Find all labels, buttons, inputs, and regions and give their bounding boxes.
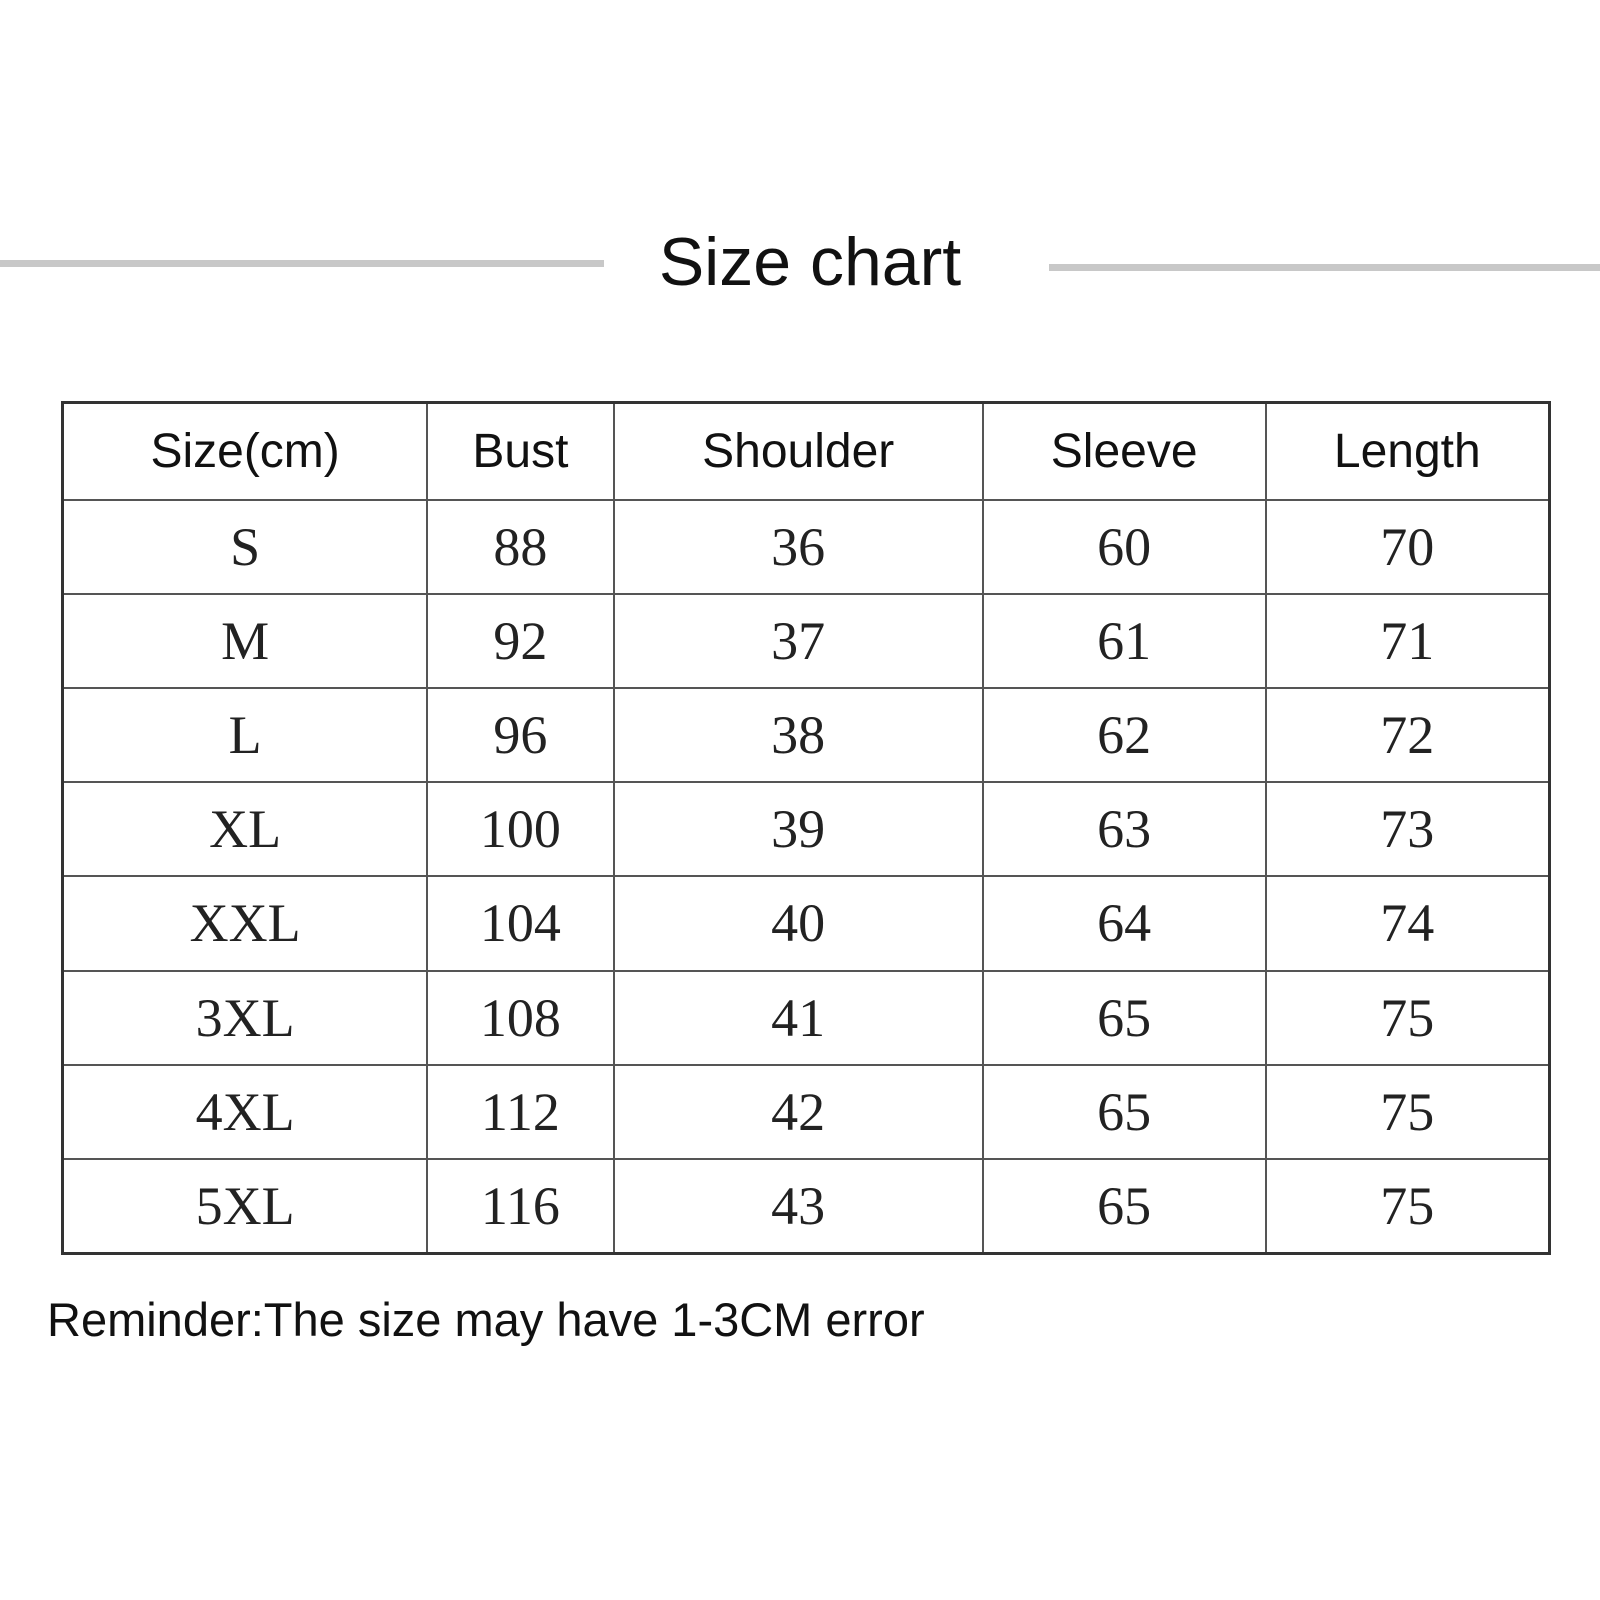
title-rule-right	[1049, 264, 1600, 271]
size-cell: S	[61, 498, 429, 596]
measurement-cell: 42	[612, 1063, 984, 1160]
page-title: Size chart	[658, 224, 962, 300]
table-header-row: Size(cm) Bust Shoulder Sleeve Length	[61, 401, 1551, 501]
column-header: Size(cm)	[61, 401, 429, 501]
measurement-cell: 65	[981, 1063, 1267, 1160]
table-row: S 88 36 60 70	[61, 498, 1551, 596]
measurement-cell: 71	[1264, 593, 1551, 690]
size-cell: XXL	[61, 875, 429, 972]
measurement-cell: 36	[612, 498, 984, 596]
measurement-cell: 65	[981, 1157, 1267, 1255]
title-rule-left	[0, 260, 604, 267]
measurement-cell: 38	[612, 687, 984, 784]
measurement-cell: 104	[426, 875, 615, 972]
measurement-cell: 116	[426, 1157, 615, 1255]
size-cell: 4XL	[61, 1063, 429, 1160]
measurement-cell: 60	[981, 498, 1267, 596]
table-body: S 88 36 60 70 M 92 37 61 71 L 96 38 62 72 XL 100 39 63 73 XX…	[61, 498, 1551, 1255]
reminder-note: Reminder:The size may have 1-3CM error	[47, 1293, 925, 1346]
table-row: XXL 104 40 64 74	[61, 875, 1551, 972]
size-table: Size(cm) Bust Shoulder Sleeve Length S 88 36 60…	[61, 401, 1551, 1255]
measurement-cell: 100	[426, 781, 615, 878]
size-cell: 5XL	[61, 1157, 429, 1255]
column-header: Bust	[426, 401, 615, 501]
measurement-cell: 61	[981, 593, 1267, 690]
measurement-cell: 92	[426, 593, 615, 690]
table-row: M 92 37 61 71	[61, 593, 1551, 690]
column-header: Shoulder	[612, 401, 984, 501]
measurement-cell: 70	[1264, 498, 1551, 596]
measurement-cell: 63	[981, 781, 1267, 878]
measurement-cell: 75	[1264, 1063, 1551, 1160]
size-cell: M	[61, 593, 429, 690]
measurement-cell: 96	[426, 687, 615, 784]
measurement-cell: 64	[981, 875, 1267, 972]
size-cell: 3XL	[61, 969, 429, 1066]
measurement-cell: 41	[612, 969, 984, 1066]
measurement-cell: 43	[612, 1157, 984, 1255]
measurement-cell: 108	[426, 969, 615, 1066]
measurement-cell: 75	[1264, 969, 1551, 1066]
measurement-cell: 75	[1264, 1157, 1551, 1255]
table-row: 3XL 108 41 65 75	[61, 969, 1551, 1066]
column-header: Length	[1264, 401, 1551, 501]
table-row: XL 100 39 63 73	[61, 781, 1551, 878]
size-cell: XL	[61, 781, 429, 878]
table-row: L 96 38 62 72	[61, 687, 1551, 784]
measurement-cell: 74	[1264, 875, 1551, 972]
table-row: 5XL 116 43 65 75	[61, 1157, 1551, 1255]
measurement-cell: 112	[426, 1063, 615, 1160]
measurement-cell: 40	[612, 875, 984, 972]
table-row: 4XL 112 42 65 75	[61, 1063, 1551, 1160]
column-header: Sleeve	[981, 401, 1267, 501]
measurement-cell: 72	[1264, 687, 1551, 784]
measurement-cell: 39	[612, 781, 984, 878]
measurement-cell: 62	[981, 687, 1267, 784]
size-cell: L	[61, 687, 429, 784]
measurement-cell: 73	[1264, 781, 1551, 878]
measurement-cell: 65	[981, 969, 1267, 1066]
measurement-cell: 37	[612, 593, 984, 690]
measurement-cell: 88	[426, 498, 615, 596]
